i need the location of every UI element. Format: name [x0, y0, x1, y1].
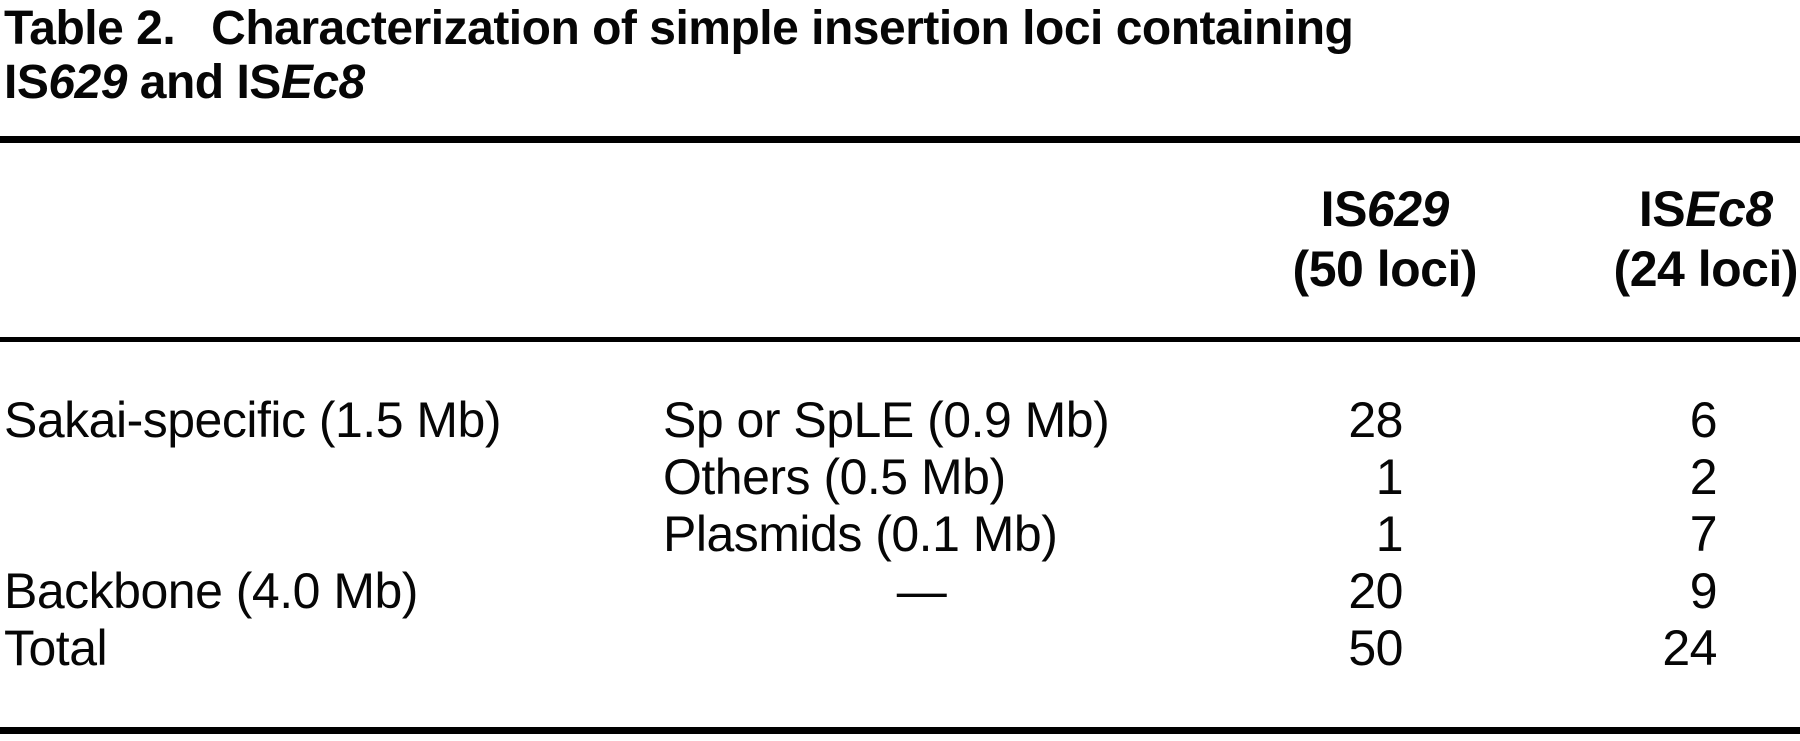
row3-isec8-value: 7: [1689, 506, 1718, 562]
row5-isec8-value: 24: [1662, 620, 1717, 676]
table-header-row: IS629 (50 loci) ISEc8 (24 loci): [0, 143, 1800, 337]
row5-is629-value: 50: [1348, 620, 1403, 676]
row4-isec8-value: 9: [1689, 563, 1718, 619]
column-header-isec8-count: (24 loci): [1613, 241, 1799, 297]
row3-region-label: Plasmids (0.1 Mb): [663, 506, 1058, 562]
column-header-isec8: ISEc8 (24 loci): [1480, 179, 1800, 299]
column-header-is629-count: (50 loci): [1292, 241, 1478, 297]
header-spacer-col1: [0, 179, 663, 299]
row1-group-label: Sakai-specific (1.5 Mb): [4, 392, 502, 448]
isec8-italic: Ec8: [1685, 181, 1773, 237]
row5-group-label: Total: [4, 620, 108, 676]
caption-and-text: and IS: [126, 56, 282, 109]
is629-italic: 629: [1366, 181, 1449, 237]
header-rule: [0, 337, 1800, 342]
row5-region-label: [663, 620, 1180, 677]
header-spacer-col2: [663, 179, 1180, 299]
table-body: Sakai-specific (1.5 Mb) Sp or SpLE (0.9 …: [0, 342, 1800, 727]
caption-is-prefix: IS: [4, 56, 49, 109]
row2-isec8-value: 2: [1689, 449, 1718, 505]
caption-is629-italic: 629: [48, 56, 127, 109]
table-caption-text: Characterization of simple insertion loc…: [211, 2, 1354, 55]
column-header-is629: IS629 (50 loci): [1180, 179, 1480, 299]
row1-isec8-value: 6: [1689, 392, 1718, 448]
top-rule: [0, 136, 1800, 143]
row2-region-label: Others (0.5 Mb): [663, 449, 1006, 505]
row4-region-dash: —: [896, 563, 947, 619]
column-header-is629-inner: IS629 (50 loci): [1292, 179, 1478, 299]
row3-group-label: [0, 506, 663, 563]
row4-is629-value: 20: [1348, 563, 1403, 619]
column-header-is629-name: IS629: [1293, 179, 1477, 239]
column-header-isec8-name: ISEc8: [1614, 179, 1798, 239]
table-title-line1: Table 2. Characterization of simple inser…: [4, 2, 1800, 56]
row1-is629-value: 28: [1348, 392, 1403, 448]
row1-region-label: Sp or SpLE (0.9 Mb): [663, 392, 1110, 448]
table-title-line2: IS629 and ISEc8: [4, 56, 1800, 110]
row4-group-label: Backbone (4.0 Mb): [4, 563, 418, 619]
row2-group-label: [0, 449, 663, 506]
table-number-label: Table 2.: [4, 2, 176, 55]
caption-isec8-italic: Ec8: [280, 56, 365, 109]
column-header-isec8-inner: ISEc8 (24 loci): [1613, 179, 1799, 299]
table-title: Table 2. Characterization of simple inser…: [0, 0, 1800, 110]
row3-is629-value: 1: [1375, 506, 1404, 562]
bottom-rule: [0, 727, 1800, 734]
row2-is629-value: 1: [1375, 449, 1404, 505]
is629-prefix: IS: [1320, 181, 1368, 237]
isec8-prefix: IS: [1638, 181, 1686, 237]
